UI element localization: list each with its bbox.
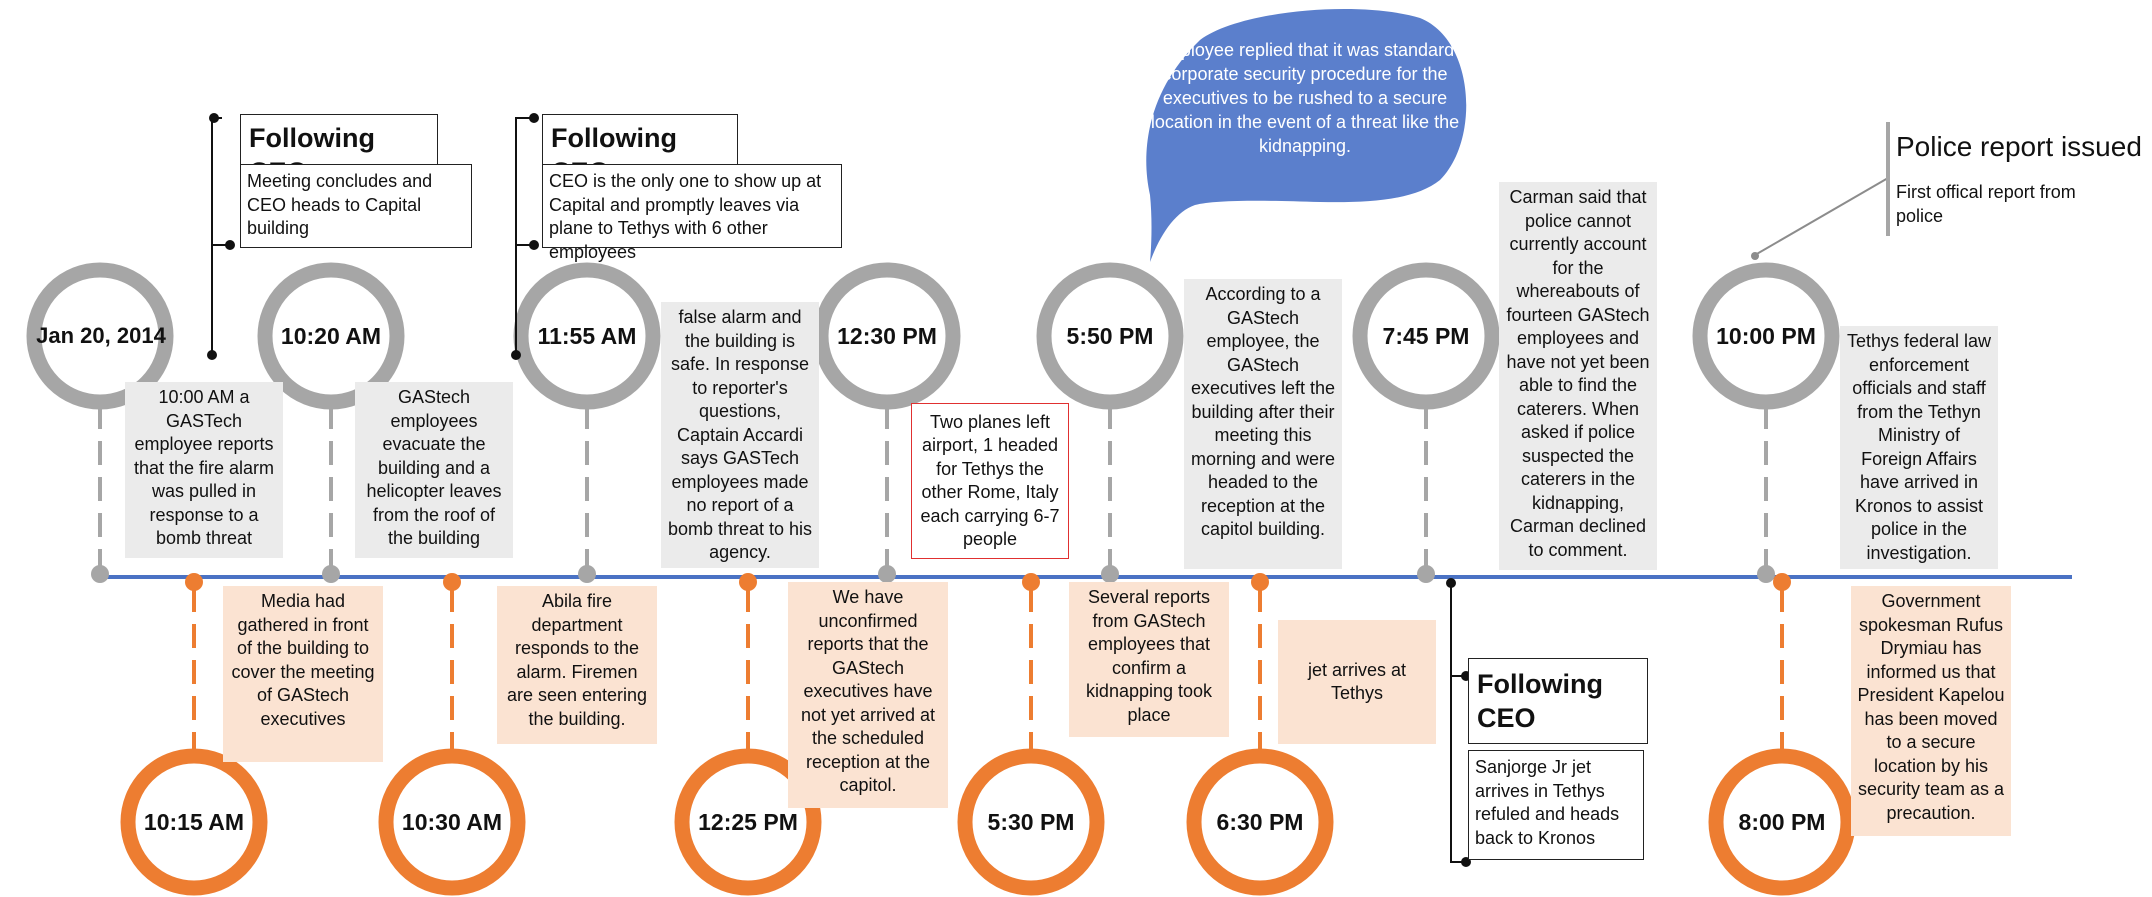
bottom-event-ring xyxy=(378,748,526,896)
event-time-label: 10:15 AM xyxy=(143,809,245,835)
event-note: Abila fire department responds to the al… xyxy=(497,586,657,744)
event-time-label: Jan 20, 2014 xyxy=(36,323,166,348)
axis-dot xyxy=(322,565,340,583)
top-event-ring xyxy=(813,262,961,410)
event-time-label: 12:25 PM xyxy=(698,809,798,835)
event-time-label: 8:00 PM xyxy=(1738,809,1826,835)
bottom-event-ring xyxy=(120,748,268,896)
event-time-label: 5:50 PM xyxy=(1066,323,1154,349)
top-event-ring xyxy=(257,262,405,410)
event-note: 10:00 AM a GASTech employee reports that… xyxy=(125,382,283,558)
top-event-ring xyxy=(26,262,174,410)
ceo-callout-title: Following CEO xyxy=(542,114,738,187)
axis-dot xyxy=(578,565,596,583)
top-event-ring xyxy=(513,262,661,410)
event-note: According to a GAStech employee, the GAS… xyxy=(1184,279,1342,569)
event-time-label: 6:30 PM xyxy=(1216,809,1304,835)
ceo-callout-title: Following CEO xyxy=(1468,658,1648,744)
speech-bubble-shape xyxy=(1146,9,1467,263)
axis-dot xyxy=(443,573,461,591)
axis-dot xyxy=(739,573,757,591)
event-note: false alarm and the building is safe. In… xyxy=(661,302,819,568)
ceo-callout-body: CEO is the only one to show up at Capita… xyxy=(542,164,842,262)
bottom-event-ring xyxy=(674,748,822,896)
axis-dot xyxy=(91,565,109,583)
bottom-event-ring xyxy=(957,748,1105,896)
event-note: GAStech employees evacuate the building … xyxy=(355,382,513,558)
police-report-body: First offical report from police xyxy=(1896,182,2076,226)
axis-dot xyxy=(1022,573,1040,591)
top-event-ring xyxy=(1692,262,1840,410)
axis-dot xyxy=(1417,565,1435,583)
event-note: Two planes left airport, 1 headed for Te… xyxy=(911,403,1069,559)
police-report-title: Police report issued xyxy=(1896,131,2142,162)
bottom-event-ring xyxy=(1186,748,1334,896)
speech-bubble-text: employee replied that it was standard co… xyxy=(1150,40,1460,156)
event-time-label: 10:20 AM xyxy=(280,323,382,349)
event-time-label: 5:30 PM xyxy=(987,809,1075,835)
event-note: Several reports from GAStech employees t… xyxy=(1069,582,1229,737)
axis-dot xyxy=(1757,565,1775,583)
axis-dot xyxy=(878,565,896,583)
top-event-ring xyxy=(1036,262,1184,410)
event-time-label: 11:55 AM xyxy=(537,323,637,349)
event-note: We have unconfirmed reports that the GAS… xyxy=(788,582,948,808)
event-time-label: 7:45 PM xyxy=(1382,323,1470,349)
axis-dot xyxy=(1101,565,1119,583)
top-event-ring xyxy=(1352,262,1500,410)
ceo-callout-body: Meeting concludes and CEO heads to Capit… xyxy=(240,164,472,248)
event-note: Media had gathered in front of the build… xyxy=(223,586,383,762)
bottom-event-ring xyxy=(1708,748,1856,896)
axis-dot xyxy=(1773,573,1791,591)
event-time-label: 10:30 AM xyxy=(401,809,503,835)
event-time-label: 10:00 PM xyxy=(1716,323,1816,349)
event-note: Government spokesman Rufus Drymiau has i… xyxy=(1851,586,2011,836)
axis-dot xyxy=(1251,573,1269,591)
axis-dot xyxy=(185,573,203,591)
event-note: jet arrives at Tethys xyxy=(1278,620,1436,744)
ceo-callout-title: Following CEO xyxy=(240,114,438,187)
ceo-callout-body: Sanjorge Jr jet arrives in Tethys refule… xyxy=(1468,750,1644,860)
event-note: Tethys federal law enforcement officials… xyxy=(1840,326,1998,569)
event-time-label: 12:30 PM xyxy=(837,323,937,349)
event-note: Carman said that police cannot currently… xyxy=(1499,182,1657,570)
